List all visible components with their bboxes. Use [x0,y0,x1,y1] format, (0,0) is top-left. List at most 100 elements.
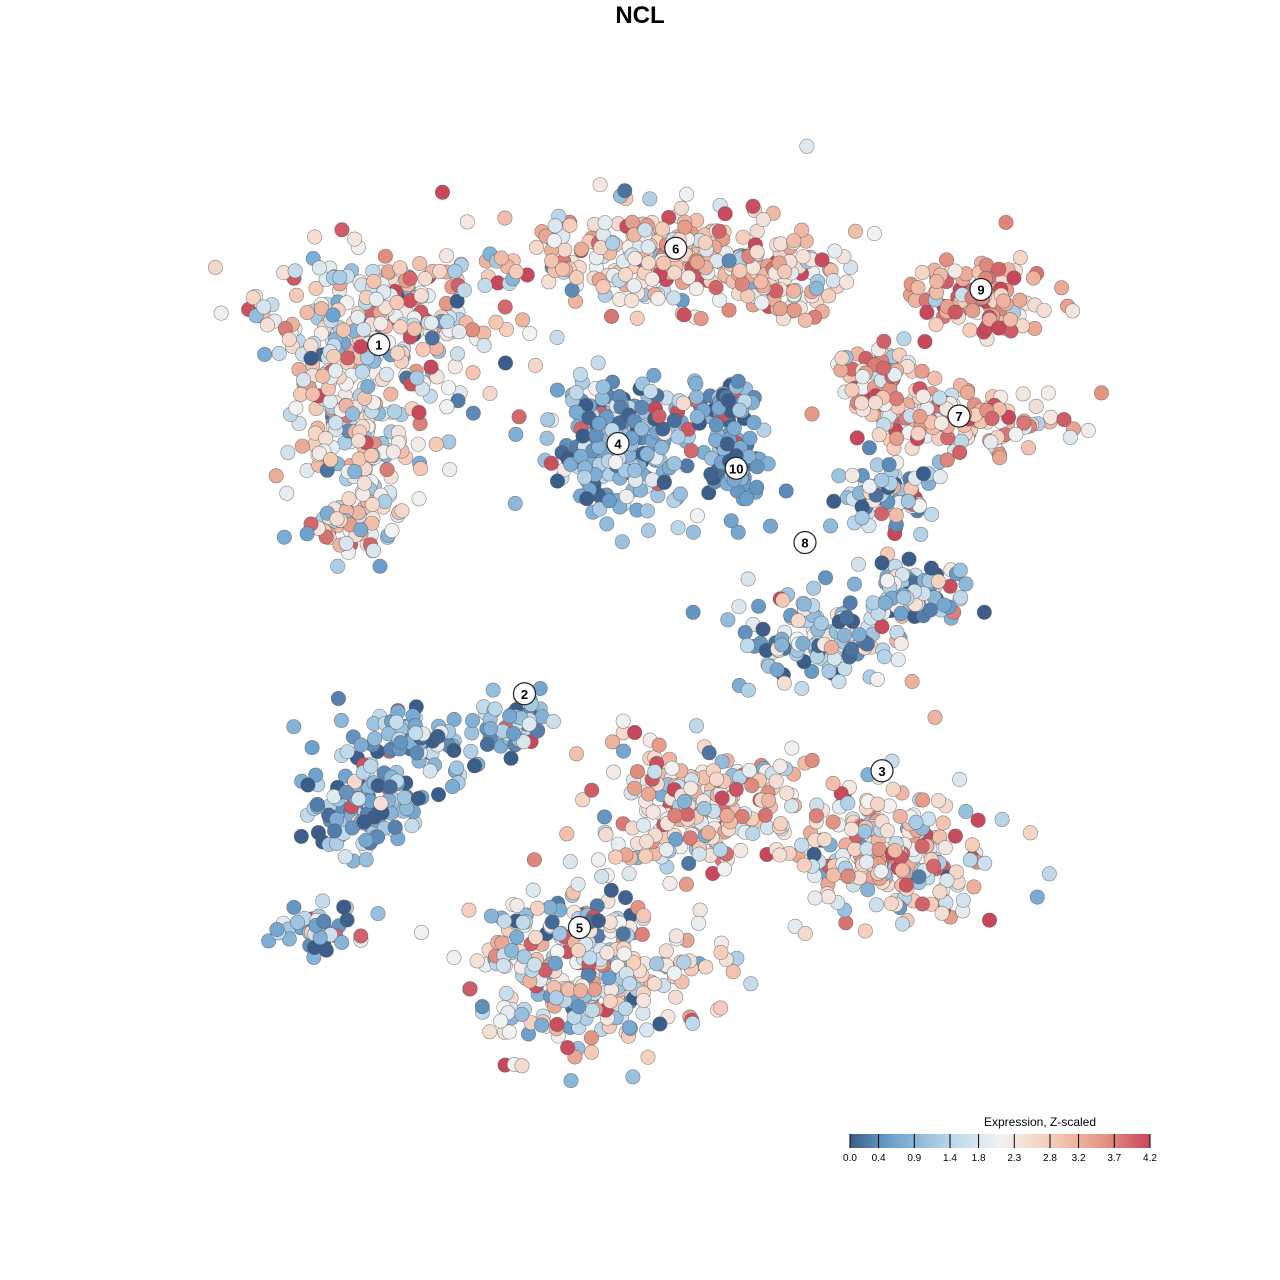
cluster-label-7: 7 [947,404,971,428]
data-point [315,368,331,384]
chart-title: NCL [615,2,665,29]
data-point [1008,426,1024,442]
data-point [543,455,559,471]
data-point [874,555,890,571]
data-point [749,459,765,475]
data-point [286,719,302,735]
data-point [393,319,409,335]
data-point [525,882,541,898]
data-point [740,571,756,587]
cluster-label-8: 8 [793,530,817,555]
data-point [353,339,369,355]
data-point [843,259,859,275]
data-point [755,621,771,637]
data-point [697,235,713,251]
data-point [444,779,460,795]
data-point [804,752,820,768]
data-point [333,712,349,728]
data-point [356,814,372,830]
data-point [1025,270,1041,286]
data-point [826,493,842,509]
data-point [303,350,319,366]
data-point [1012,292,1028,308]
data-point [712,292,728,308]
data-point [721,302,737,318]
data-point [873,863,889,879]
data-point [213,305,229,321]
data-point [970,812,986,828]
data-point [388,714,404,730]
data-point [929,273,945,289]
data-point [1015,386,1031,402]
data-point [572,366,588,382]
data-point [326,348,342,364]
data-point [862,478,878,494]
data-point [311,260,327,276]
data-point [439,248,455,264]
data-point [509,929,525,945]
data-point [914,264,930,280]
data-point [356,475,372,491]
data-point [599,516,615,532]
data-point [786,283,802,299]
data-point [952,444,968,460]
data-point [1020,440,1036,456]
data-point [645,804,661,820]
data-point [334,222,350,238]
data-point [300,777,316,793]
data-point [924,506,940,522]
data-point [456,282,472,298]
data-point [1054,280,1070,296]
data-point [569,270,585,286]
data-point [890,652,906,668]
data-point [625,1069,641,1085]
data-point [753,274,769,290]
data-point [646,976,662,992]
data-point [370,906,386,922]
data-point [360,378,376,394]
data-point [534,1017,550,1033]
cluster-label-3: 3 [870,759,894,783]
data-point [977,855,993,871]
data-point [797,925,813,941]
data-point [308,280,324,296]
data-point [836,627,852,643]
data-point [530,900,546,916]
data-point [688,389,704,405]
data-point [636,908,652,924]
data-point [573,241,589,257]
data-point [1056,412,1072,428]
data-point [937,840,953,856]
colorbar: 0.0 0.4 0.9 1.4 1.8 2.3 2.8 3.2 3.7 4.2 [843,1134,1157,1164]
data-point [638,848,654,864]
data-point [849,430,865,446]
data-point [308,767,324,783]
cluster-label-text: 6 [672,241,679,256]
data-point [676,307,692,323]
data-point [440,380,456,396]
data-point [922,602,938,618]
data-point [575,792,591,808]
data-point [514,1006,530,1022]
data-point [365,542,381,558]
data-point [560,1040,576,1056]
data-point [449,346,465,362]
data-point [794,222,810,238]
data-point [947,828,963,844]
data-point [353,522,369,538]
data-point [936,597,952,613]
data-point [619,489,635,505]
data-point [866,226,882,242]
data-point [464,322,480,338]
data-point [350,309,366,325]
data-point [332,269,348,285]
data-point [761,792,777,808]
data-point [683,780,699,796]
data-point [353,737,369,753]
data-point [334,934,350,950]
data-point [642,383,658,399]
data-point [796,596,812,612]
cluster-label-10: 10 [724,456,748,480]
data-point [958,803,974,819]
data-point [410,436,426,452]
